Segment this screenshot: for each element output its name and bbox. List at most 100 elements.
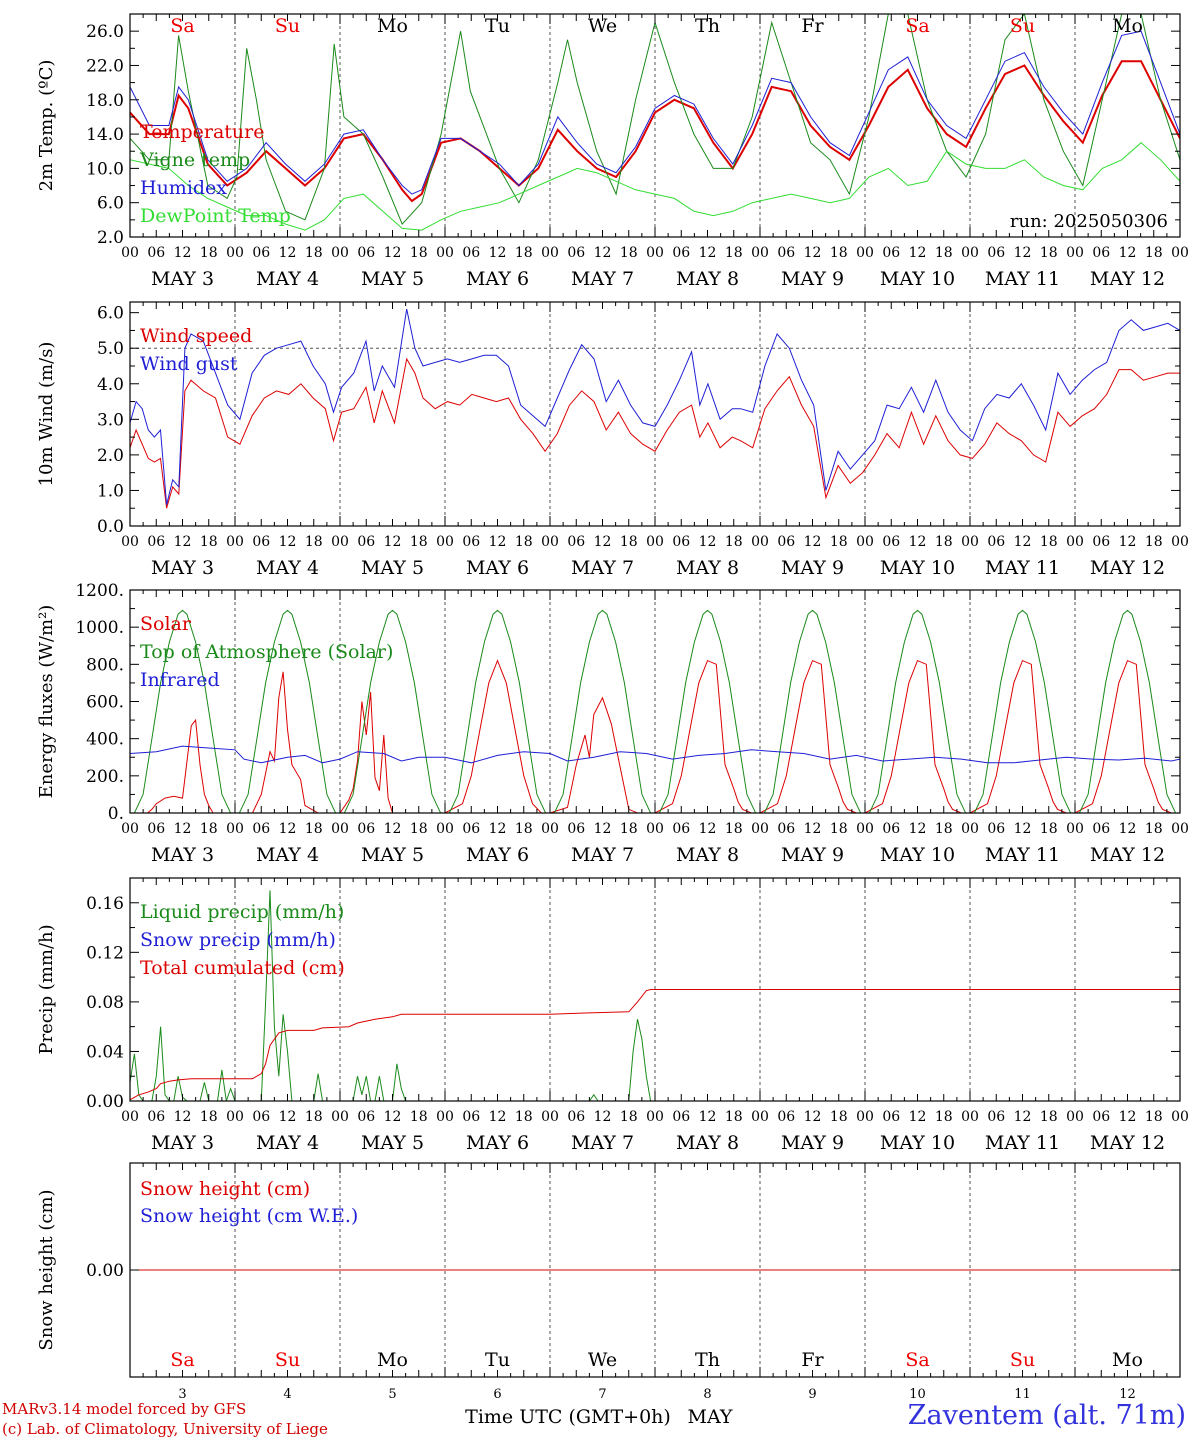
- hour-tick-label: 06: [567, 534, 585, 550]
- legend-entry: Snow precip (mm/h): [140, 929, 336, 951]
- hour-tick-label: 18: [725, 821, 743, 837]
- date-label: MAY 11: [985, 557, 1060, 579]
- hour-tick-label: 00: [121, 245, 139, 261]
- hour-tick-label: 18: [935, 245, 953, 261]
- hour-tick-label: 06: [357, 1109, 375, 1125]
- hour-tick-label: 12: [1014, 534, 1032, 550]
- day-of-week-label: Sa: [170, 15, 194, 37]
- date-label: MAY 4: [256, 844, 319, 866]
- y-tick-label: 2.0: [97, 446, 124, 466]
- hour-tick-label: 18: [620, 245, 638, 261]
- hour-tick-label: 06: [567, 245, 585, 261]
- day-of-week-label: Su: [1010, 15, 1035, 37]
- y-tick-label: 10.0: [86, 159, 124, 179]
- plot-frame: [129, 589, 1181, 814]
- hour-tick-label: 18: [515, 534, 533, 550]
- day-number-label: 5: [388, 1387, 396, 1402]
- hour-tick-label: 00: [541, 1109, 559, 1125]
- date-label: MAY 9: [781, 844, 844, 866]
- hour-tick-label: 18: [1040, 245, 1058, 261]
- hour-tick-label: 06: [987, 821, 1005, 837]
- hour-tick-label: 06: [252, 1109, 270, 1125]
- hour-tick-label: 00: [331, 821, 349, 837]
- hour-tick-label: 00: [436, 245, 454, 261]
- hour-tick-label: 12: [384, 1109, 402, 1125]
- y-axis-title: Energy fluxes (W/m²): [36, 605, 57, 799]
- hour-tick-label: 06: [987, 1109, 1005, 1125]
- hour-tick-label: 18: [1040, 821, 1058, 837]
- hour-tick-label: 00: [541, 245, 559, 261]
- date-label: MAY 7: [571, 268, 634, 290]
- y-axis-title: Snow height (cm): [36, 1189, 57, 1350]
- hour-tick-label: 00: [226, 245, 244, 261]
- hour-tick-label: 12: [489, 821, 507, 837]
- date-label: MAY 5: [361, 557, 424, 579]
- y-tick-label: 6.0: [97, 194, 124, 214]
- hour-tick-label: 06: [147, 534, 165, 550]
- y-tick-label: 0.0: [97, 517, 124, 537]
- hour-tick-label: 00: [121, 821, 139, 837]
- hour-tick-label: 12: [489, 245, 507, 261]
- hour-tick-label: 00: [226, 821, 244, 837]
- series-group: [130, 14, 1180, 231]
- hour-tick-label: 12: [1014, 821, 1032, 837]
- hour-tick-label: 12: [174, 245, 192, 261]
- hour-tick-label: 06: [777, 245, 795, 261]
- legend-entry: Infrared: [140, 669, 220, 691]
- date-label: MAY 9: [781, 268, 844, 290]
- day-of-week-label: Tu: [485, 15, 510, 37]
- date-label: MAY 12: [1090, 1132, 1165, 1154]
- y-tick-label: 0.: [108, 804, 124, 824]
- legend-entry: Vigne temp: [139, 149, 250, 171]
- hour-tick-label: 06: [147, 821, 165, 837]
- y-tick-label: 18.0: [86, 91, 124, 111]
- y-tick-label: 800.: [86, 655, 124, 675]
- series-line-humidex: [130, 30, 1180, 195]
- y-tick-label: 22.0: [86, 56, 124, 76]
- panel-2: 0.0 1.0 2.0 3.0 4.0 5.0 6.0 10m Wind (m/s) Wind …: [36, 301, 1189, 579]
- hour-tick-label: 18: [1145, 534, 1163, 550]
- series-line-solar: [130, 659, 1172, 813]
- y-tick-label: 0.12: [86, 943, 124, 963]
- day-of-week-label: Su: [275, 1349, 300, 1371]
- date-label: MAY 6: [466, 844, 529, 866]
- y-tick-label: 26.0: [86, 22, 124, 42]
- hour-tick-label: 18: [200, 821, 218, 837]
- hour-tick-label: 18: [305, 245, 323, 261]
- day-of-week-label: Su: [275, 15, 300, 37]
- hour-tick-label: 00: [751, 821, 769, 837]
- y-tick-label: 0.08: [86, 993, 124, 1013]
- hour-tick-label: 12: [384, 534, 402, 550]
- hour-tick-label: 18: [1145, 821, 1163, 837]
- date-label: MAY 11: [985, 1132, 1060, 1154]
- hour-tick-label: 18: [515, 821, 533, 837]
- y-tick-label: 0.00: [86, 1092, 124, 1112]
- date-label: MAY 8: [676, 268, 739, 290]
- hour-tick-label: 00: [1171, 245, 1189, 261]
- series-line-wind-speed: [130, 357, 1180, 509]
- y-tick-label: 5.0: [97, 339, 124, 359]
- legend-entry: Snow height (cm): [140, 1178, 310, 1200]
- day-number-label: 3: [178, 1387, 186, 1402]
- hour-tick-label: 00: [331, 245, 349, 261]
- day-of-week-label: Tu: [485, 1349, 510, 1371]
- hour-tick-label: 12: [279, 534, 297, 550]
- y-tick-label: 1200.: [75, 581, 124, 601]
- hour-tick-label: 00: [856, 821, 874, 837]
- hour-tick-label: 18: [515, 1109, 533, 1125]
- hour-tick-label: 06: [777, 534, 795, 550]
- hour-tick-label: 00: [331, 1109, 349, 1125]
- day-of-week-label: Mo: [377, 15, 408, 37]
- legend-entry: Solar: [140, 613, 192, 635]
- hour-tick-label: 06: [882, 1109, 900, 1125]
- panel-1: 2.0 6.0 10.0 14.0 18.0 22.0 26.0 2m Temp. (ºC) T…: [36, 13, 1189, 290]
- plot-frame: [129, 13, 1181, 238]
- hour-tick-label: 00: [1066, 534, 1084, 550]
- hour-tick-label: 12: [489, 534, 507, 550]
- hour-tick-label: 06: [1092, 534, 1110, 550]
- hour-tick-label: 06: [777, 1109, 795, 1125]
- day-of-week-label: We: [588, 1349, 617, 1371]
- hour-tick-label: 00: [436, 821, 454, 837]
- series-line-dewpoint-temp: [130, 142, 1180, 231]
- hour-tick-label: 06: [1092, 821, 1110, 837]
